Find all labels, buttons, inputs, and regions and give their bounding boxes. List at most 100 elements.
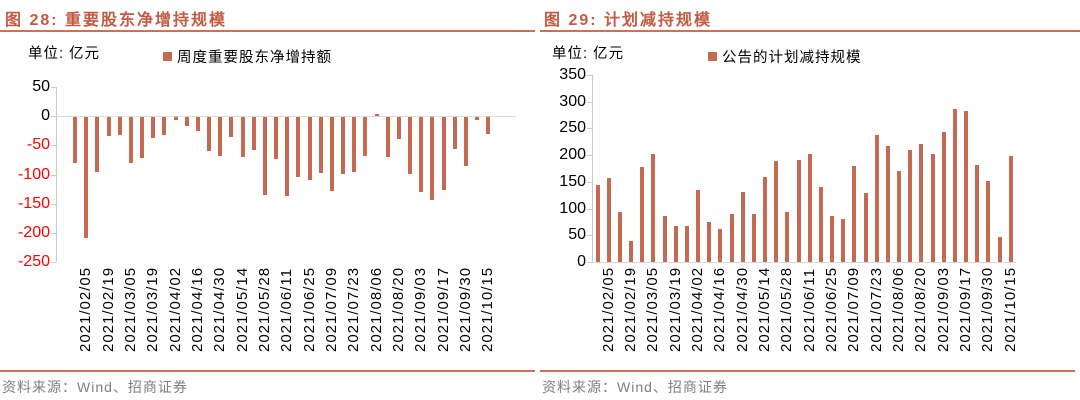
y-axis-tick <box>51 116 56 118</box>
x-axis-label: 2021/05/14 <box>756 266 774 352</box>
x-axis-label: 2021/09/30 <box>456 266 474 352</box>
y-axis-label: 300 <box>559 92 586 110</box>
bar <box>1008 156 1013 262</box>
y-axis-label: -100 <box>17 165 50 183</box>
bar <box>173 116 178 121</box>
y-axis-tick <box>587 235 592 237</box>
legend-label: 公告的计划减持规模 <box>722 50 862 66</box>
bar <box>229 116 234 138</box>
x-axis-label: 2021/03/19 <box>666 266 684 352</box>
zero-line <box>592 262 1016 263</box>
bar <box>151 116 156 139</box>
x-axis-label: 2021/06/25 <box>823 266 841 352</box>
x-axis-label: 2021/04/16 <box>711 266 729 352</box>
figure-29-unit-label: 单位: 亿元 <box>552 46 625 62</box>
x-axis-label: 2021/07/09 <box>845 266 863 352</box>
y-axis-label: 50 <box>32 78 50 95</box>
y-axis-label: 200 <box>559 146 586 164</box>
bar <box>629 241 633 262</box>
zero-line <box>56 116 516 118</box>
figure-28-title: 图 28: 重要股东净增持规模 <box>5 12 228 29</box>
y-axis-label: 0 <box>577 253 586 270</box>
y-axis-tick <box>587 75 592 76</box>
bar <box>218 116 223 157</box>
x-axis-label: 2021/07/23 <box>345 266 363 352</box>
bar <box>763 177 768 262</box>
bar <box>796 159 801 262</box>
bar <box>430 116 435 200</box>
figure-29-title-rule <box>540 30 1080 32</box>
x-axis-label: 2021/08/20 <box>912 266 930 352</box>
bar <box>352 116 357 172</box>
legend-swatch-icon <box>708 52 717 61</box>
source-rule <box>540 370 1075 372</box>
y-axis-label: -250 <box>17 253 50 270</box>
bar <box>718 228 723 262</box>
x-axis-label: 2021/09/17 <box>957 266 975 352</box>
x-axis-label: 2021/02/19 <box>622 266 639 352</box>
bar <box>975 164 980 262</box>
x-axis-label: 2021/08/20 <box>389 266 407 352</box>
bar <box>617 211 622 262</box>
figure-28-unit-label: 单位: 亿元 <box>28 46 101 62</box>
x-axis-label: 2021/05/14 <box>233 266 251 352</box>
figure-28-legend: 周度重要股东净增持额 <box>163 46 332 67</box>
bar <box>964 110 969 262</box>
x-axis-label: 2021/08/06 <box>890 266 908 352</box>
plot-area: 50 0 -50 -100 -150 -200 -250 2021/02/05 2021/02/… <box>17 78 516 352</box>
bar <box>385 116 390 157</box>
figure-29-title: 图 29: 计划减持规模 <box>544 12 713 29</box>
bar <box>696 189 701 262</box>
bar <box>441 116 446 190</box>
x-axis-label: 2021/10/15 <box>1001 266 1019 352</box>
x-axis-label: 2021/06/11 <box>278 268 296 352</box>
bar <box>785 211 790 262</box>
bar <box>707 221 712 262</box>
y-axis-label: -50 <box>26 136 50 154</box>
bar <box>841 218 846 262</box>
y-axis-label: 150 <box>559 172 586 190</box>
x-axis-label: 2021/03/05 <box>121 266 139 352</box>
bar <box>640 166 645 262</box>
bar <box>419 116 424 192</box>
x-axis-label: 2021/07/23 <box>867 266 885 352</box>
x-axis-label: 2021/06/11 <box>800 268 818 352</box>
bar <box>408 116 413 175</box>
x-axis-label: 2021/04/02 <box>166 266 184 352</box>
figure-28-panel: 图 28: 重要股东净增持规模 单位: 亿元 周度重要股东净增持额 50 0 -50… <box>0 12 535 395</box>
bar <box>751 214 756 262</box>
y-axis-label: 0 <box>41 107 50 125</box>
y-axis-tick <box>587 181 592 183</box>
bar <box>73 116 77 163</box>
plot-area: 350 300 250 200 150 100 50 0 2021/02/05 2021/02/1… <box>540 0 1080 400</box>
y-axis-tick <box>51 232 56 234</box>
source-note: 资料来源：Wind、招商证券 <box>2 379 188 395</box>
y-axis-label: 50 <box>568 226 586 244</box>
x-axis-label: 2021/02/05 <box>77 266 95 352</box>
bar <box>986 180 991 262</box>
bar <box>830 216 835 262</box>
bar <box>251 116 256 150</box>
x-axis-label: 2021/09/03 <box>934 266 952 352</box>
bar <box>919 143 924 262</box>
bar <box>595 185 600 262</box>
bar <box>162 116 167 136</box>
bar <box>296 116 301 178</box>
bar <box>673 226 678 262</box>
x-axis-label: 2021/10/15 <box>479 266 497 352</box>
bar <box>374 114 379 117</box>
bar <box>818 186 823 262</box>
x-axis-label: 2021/05/28 <box>778 266 796 352</box>
x-axis-label: 2021/06/25 <box>300 266 318 352</box>
bar <box>140 116 145 159</box>
bar <box>897 171 902 262</box>
bar <box>452 116 457 150</box>
bar <box>852 165 857 262</box>
x-axis-label: 2021/03/19 <box>144 266 162 352</box>
figure-29-legend: 公告的计划减持规模 <box>708 46 862 67</box>
bar <box>863 192 868 262</box>
y-axis-tick <box>587 101 592 103</box>
y-axis-label: 350 <box>559 66 586 83</box>
bar <box>729 213 734 262</box>
